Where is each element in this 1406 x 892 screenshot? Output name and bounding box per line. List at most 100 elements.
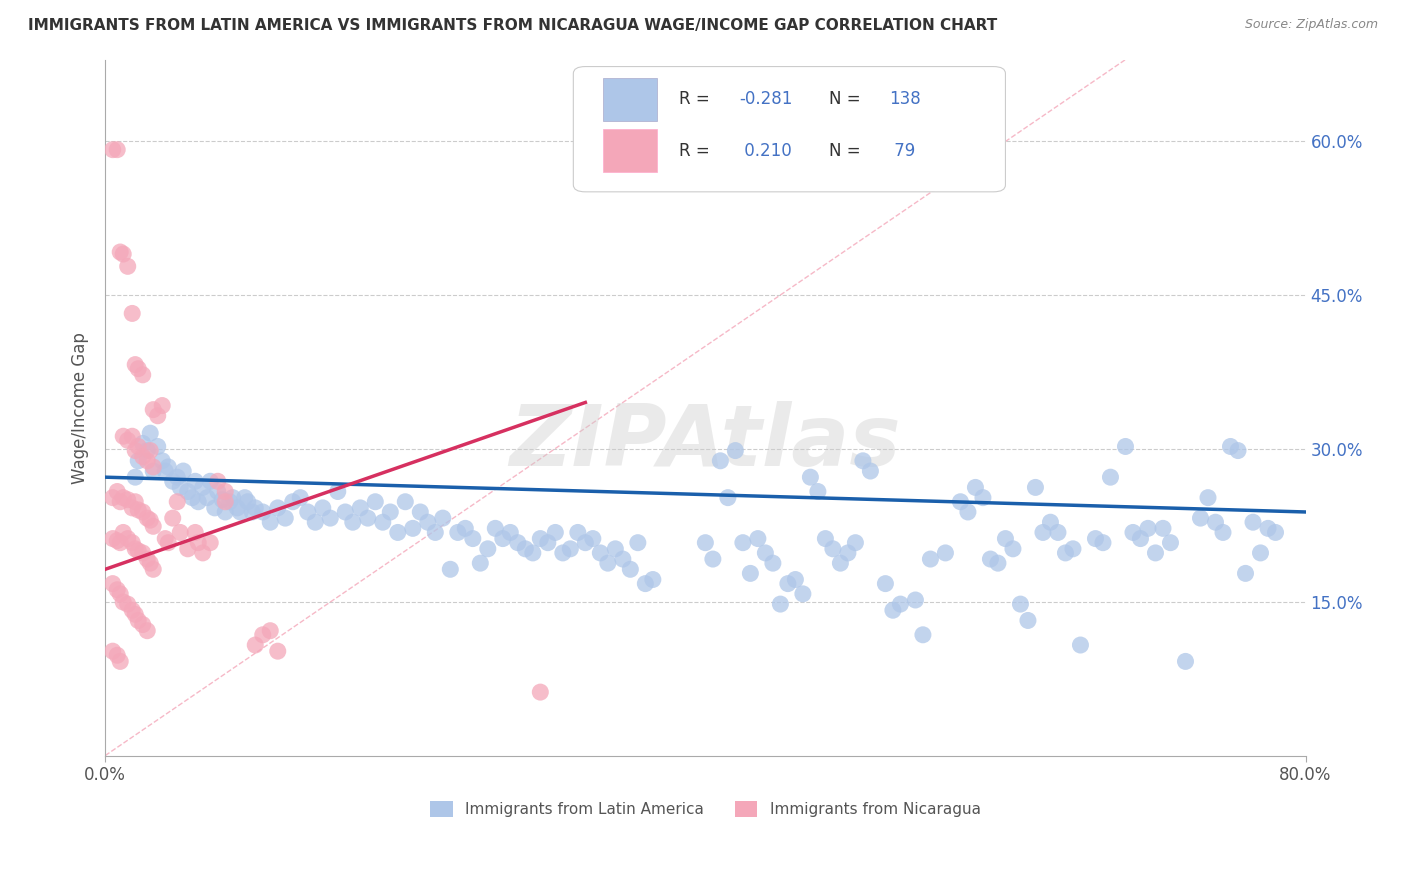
- Point: [184, 475, 207, 489]
- Point: [200, 535, 222, 549]
- Point: [1227, 443, 1250, 458]
- Point: [852, 454, 875, 468]
- Point: [245, 500, 267, 515]
- Point: [229, 505, 252, 519]
- Point: [349, 500, 371, 515]
- Point: [477, 541, 499, 556]
- Point: [724, 443, 747, 458]
- Point: [240, 505, 263, 519]
- Point: [394, 494, 416, 508]
- Point: [529, 685, 551, 699]
- Point: [136, 552, 159, 566]
- Point: [1129, 532, 1152, 546]
- Text: 138: 138: [889, 90, 921, 108]
- Point: [297, 505, 319, 519]
- Text: N =: N =: [830, 90, 866, 108]
- Point: [117, 434, 139, 448]
- Point: [252, 505, 274, 519]
- Point: [972, 491, 994, 505]
- Y-axis label: Wage/Income Gap: Wage/Income Gap: [72, 332, 89, 483]
- Point: [110, 535, 132, 549]
- Point: [162, 475, 184, 489]
- Point: [110, 654, 132, 668]
- Point: [142, 464, 165, 478]
- Point: [204, 500, 226, 515]
- Point: [222, 491, 245, 505]
- Point: [425, 525, 447, 540]
- Point: [127, 361, 149, 376]
- Point: [124, 443, 146, 458]
- Point: [319, 511, 342, 525]
- Point: [127, 503, 149, 517]
- Point: [1219, 440, 1241, 454]
- Point: [387, 525, 409, 540]
- Point: [281, 494, 304, 508]
- Point: [994, 532, 1017, 546]
- Point: [105, 533, 128, 548]
- Point: [139, 426, 162, 441]
- Point: [515, 541, 537, 556]
- Point: [304, 515, 326, 529]
- Point: [132, 617, 155, 632]
- Point: [619, 562, 641, 576]
- Point: [560, 541, 582, 556]
- Point: [492, 532, 515, 546]
- Point: [105, 484, 128, 499]
- Point: [139, 443, 162, 458]
- Point: [245, 638, 267, 652]
- Point: [357, 511, 380, 525]
- Point: [1159, 535, 1181, 549]
- Point: [146, 409, 169, 423]
- Point: [522, 546, 544, 560]
- Point: [177, 541, 200, 556]
- Point: [136, 454, 159, 468]
- Point: [101, 532, 124, 546]
- Point: [150, 399, 173, 413]
- Point: [1189, 511, 1212, 525]
- Point: [136, 624, 159, 638]
- Point: [267, 500, 290, 515]
- Point: [169, 525, 191, 540]
- Point: [207, 475, 229, 489]
- Text: R =: R =: [679, 90, 716, 108]
- Point: [380, 505, 402, 519]
- Point: [121, 603, 143, 617]
- Point: [127, 454, 149, 468]
- Point: [717, 491, 740, 505]
- Point: [211, 492, 233, 507]
- Point: [499, 525, 522, 540]
- Point: [110, 587, 132, 601]
- Point: [214, 494, 236, 508]
- Point: [326, 484, 349, 499]
- Text: N =: N =: [830, 142, 866, 160]
- Point: [537, 535, 560, 549]
- Point: [911, 628, 934, 642]
- Point: [837, 546, 859, 560]
- Point: [1152, 521, 1174, 535]
- Text: 0.210: 0.210: [740, 142, 792, 160]
- Point: [1257, 521, 1279, 535]
- Point: [627, 535, 650, 549]
- Point: [447, 525, 470, 540]
- Point: [634, 576, 657, 591]
- Point: [1144, 546, 1167, 560]
- Point: [132, 368, 155, 382]
- Text: Source: ZipAtlas.com: Source: ZipAtlas.com: [1244, 18, 1378, 31]
- Point: [956, 505, 979, 519]
- Point: [1099, 470, 1122, 484]
- Point: [875, 576, 897, 591]
- Point: [409, 505, 432, 519]
- Text: 79: 79: [889, 142, 915, 160]
- Point: [702, 552, 724, 566]
- Point: [1010, 597, 1032, 611]
- Point: [582, 532, 605, 546]
- Point: [484, 521, 506, 535]
- Point: [214, 505, 236, 519]
- Point: [371, 515, 394, 529]
- Point: [290, 491, 312, 505]
- Point: [101, 644, 124, 658]
- Point: [1174, 654, 1197, 668]
- Point: [859, 464, 882, 478]
- Point: [792, 587, 814, 601]
- Point: [218, 494, 240, 508]
